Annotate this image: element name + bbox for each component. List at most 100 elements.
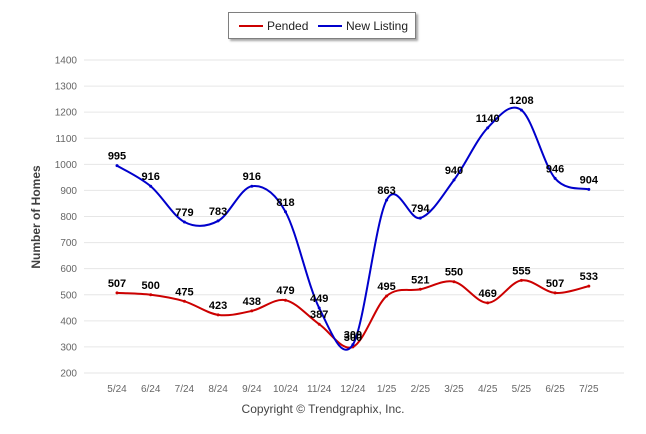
new-listing-data-label: 940: [445, 165, 463, 177]
pended-point: [216, 313, 220, 317]
y-tick-label: 1000: [55, 160, 78, 171]
x-tick-label: 6/24: [141, 384, 161, 395]
y-axis-label: Number of Homes: [29, 165, 43, 269]
new-listing-data-label: 1140: [476, 113, 500, 125]
new-listing-point: [317, 306, 321, 310]
new-listing-data-label: 818: [276, 197, 294, 209]
x-tick-label: 1/25: [377, 384, 397, 395]
new-listing-point: [115, 164, 119, 168]
pended-data-label: 555: [512, 265, 530, 277]
x-tick-label: 10/24: [273, 384, 298, 395]
x-tick-label: 7/24: [175, 384, 195, 395]
y-tick-label: 400: [60, 316, 77, 327]
series-lines: [115, 106, 591, 351]
x-tick-label: 9/24: [242, 384, 262, 395]
new-listing-data-label: 916: [243, 171, 261, 183]
pended-legend-label: Pended: [267, 19, 309, 33]
pended-data-label: 533: [580, 271, 598, 283]
x-axis-ticks: 5/24 6/24 7/24 8/24 9/24 10/24 11/24 12/24 1/25 2…: [107, 384, 599, 395]
y-tick-label: 900: [60, 186, 77, 197]
pended-data-label: 423: [209, 300, 227, 312]
x-tick-label: 2/25: [411, 384, 431, 395]
x-tick-label: 5/25: [512, 384, 532, 395]
y-tick-label: 500: [60, 290, 77, 301]
x-tick-label: 3/25: [444, 384, 464, 395]
y-tick-label: 800: [60, 212, 77, 223]
new-listing-point: [553, 176, 557, 180]
new-listing-data-label: 863: [377, 185, 395, 197]
pended-data-label: 521: [411, 274, 429, 286]
pended-point: [587, 284, 591, 288]
y-tick-label: 200: [60, 369, 77, 380]
pended-point: [115, 291, 119, 295]
x-tick-label: 5/24: [107, 384, 127, 395]
x-tick-label: 11/24: [307, 384, 332, 395]
new-listing-legend-swatch: [318, 25, 342, 27]
new-listing-data-label: 794: [411, 203, 430, 215]
new-listing-data-label: 995: [108, 151, 126, 163]
new-listing-point: [216, 219, 220, 223]
new-listing-series-line: [116, 106, 590, 351]
pended-point: [385, 294, 389, 298]
new-listing-point: [486, 126, 490, 130]
new-listing-data-label: 904: [580, 174, 599, 186]
x-tick-label: 8/24: [208, 384, 228, 395]
pended-data-label: 507: [546, 278, 564, 290]
new-listing-point: [149, 184, 153, 188]
x-tick-label: 7/25: [579, 384, 599, 395]
pended-point: [284, 298, 287, 302]
y-tick-label: 300: [60, 342, 77, 353]
new-listing-data-label: 449: [310, 293, 328, 305]
new-listing-point: [519, 108, 523, 112]
new-listing-point: [284, 210, 287, 214]
pended-data-label: 387: [310, 309, 328, 321]
pended-legend-swatch: [239, 25, 263, 27]
data-labels: 507 500 475 423 438 479 387 300 495 521 550 469 555 5…: [108, 95, 599, 344]
pended-point: [418, 287, 422, 291]
legend: Pended New Listing: [228, 12, 416, 39]
new-listing-data-label: 309: [344, 330, 362, 342]
new-listing-data-label: 916: [142, 171, 160, 183]
pended-point: [250, 309, 254, 313]
new-listing-point: [385, 198, 389, 202]
pended-point: [486, 301, 490, 305]
y-tick-label: 700: [60, 238, 77, 249]
y-tick-label: 1300: [55, 82, 78, 93]
x-tick-label: 4/25: [478, 384, 498, 395]
y-axis-ticks: 200 300 400 500 600 700 800 900 1000 1100 1200 1300…: [55, 56, 78, 380]
new-listing-data-label: 1208: [509, 95, 533, 107]
copyright-text: Copyright © Trendgraphix, Inc.: [241, 402, 405, 416]
pended-point: [317, 322, 321, 326]
new-listing-data-label: 783: [209, 206, 227, 218]
pended-data-label: 495: [377, 281, 395, 293]
grid-lines: [84, 59, 624, 374]
new-listing-point: [452, 178, 456, 182]
pended-data-label: 300: [344, 332, 362, 344]
pended-point: [519, 278, 523, 282]
pended-point: [553, 291, 557, 295]
pended-data-label: 500: [142, 280, 160, 292]
y-tick-label: 1400: [55, 56, 78, 67]
x-tick-label: 12/24: [340, 384, 365, 395]
pended-data-label: 479: [276, 285, 294, 297]
x-tick-label: 6/25: [545, 384, 565, 395]
pended-data-label: 469: [479, 288, 497, 300]
pended-data-label: 475: [175, 286, 193, 298]
new-listing-legend-label: New Listing: [346, 19, 409, 33]
new-listing-point: [250, 184, 254, 188]
new-listing-data-label: 779: [175, 207, 193, 219]
y-tick-label: 1100: [55, 134, 77, 145]
pended-point: [182, 299, 186, 303]
pended-point: [149, 293, 153, 297]
pended-data-label: 507: [108, 278, 126, 290]
pended-data-label: 550: [445, 267, 463, 279]
pended-point: [452, 280, 456, 284]
new-listing-data-label: 946: [546, 163, 564, 175]
pended-data-label: 438: [243, 296, 261, 308]
new-listing-point: [587, 187, 591, 191]
y-tick-label: 600: [60, 264, 77, 275]
y-tick-label: 1200: [55, 108, 78, 119]
new-listing-point: [418, 216, 422, 220]
new-listing-point: [351, 343, 355, 347]
